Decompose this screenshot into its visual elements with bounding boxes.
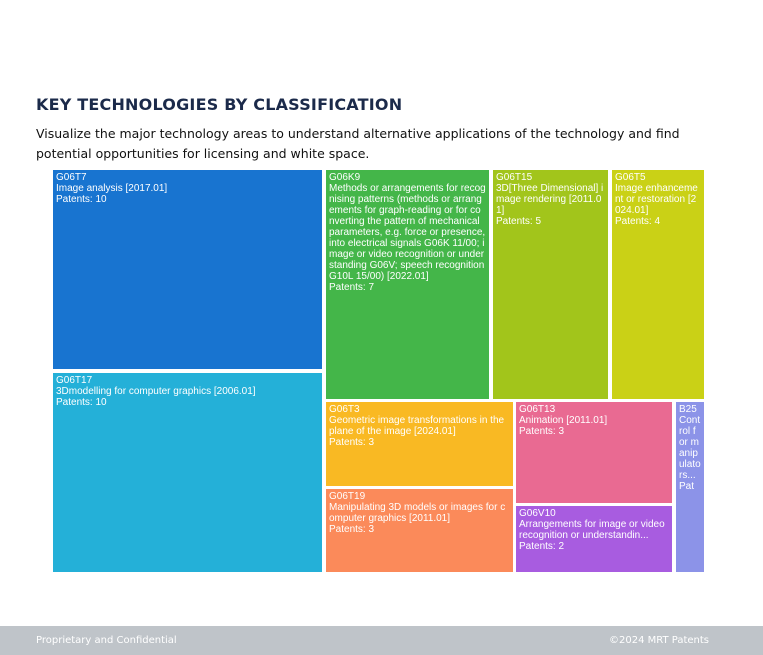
tile-code: G06V10 (519, 508, 556, 519)
tile-label: Arrangements for image or video recognit… (519, 519, 665, 541)
treemap-tile-g06k9[interactable]: G06K9 Methods or arrangements for recogni… (326, 170, 489, 399)
tile-label: Manipulating 3D models or images for com… (329, 502, 506, 524)
tile-label: Animation [2011.01] (519, 415, 608, 426)
tile-label: 3D[Three Dimensional] image rendering [2… (496, 183, 604, 216)
tile-patents: Patents: 2 (519, 541, 565, 552)
tile-label: Control for manipulators... (679, 415, 701, 481)
tile-patents: Patents: 3 (329, 524, 375, 535)
tile-code: G06T15 (496, 172, 533, 183)
tile-code: G06T7 (56, 172, 87, 183)
tile-label: Methods or arrangements for recognising … (329, 183, 486, 282)
treemap-tile-g06t3[interactable]: G06T3 Geometric image transformations in … (326, 402, 513, 486)
tile-code: G06T5 (615, 172, 646, 183)
tile-code: G06T19 (329, 491, 366, 502)
tile-code: G06K9 (329, 172, 361, 183)
treemap-tile-g06t7[interactable]: G06T7 Image analysis [2017.01] Patents: 10 (53, 170, 322, 369)
tile-patents: Patents: 10 (56, 397, 107, 408)
tile-label: Image analysis [2017.01] (56, 183, 168, 194)
footer-confidential: Proprietary and Confidential (36, 635, 177, 646)
tile-label: Geometric image transformations in the p… (329, 415, 505, 437)
tile-patents: Patents: 3 (329, 437, 375, 448)
tile-patents: Patents: 3 (519, 426, 565, 437)
treemap-tile-b25[interactable]: B25 Control for manipulators... Pat (676, 402, 704, 572)
tile-patents: Pat (679, 481, 695, 492)
footer-bar: Proprietary and Confidential ©2024 MRT P… (0, 626, 763, 655)
tile-patents: Patents: 4 (615, 216, 661, 227)
tile-code: G06T17 (56, 375, 93, 386)
tile-patents: Patents: 5 (496, 216, 542, 227)
treemap-tile-g06t19[interactable]: G06T19 Manipulating 3D models or images f… (326, 489, 513, 572)
tile-label: 3Dmodelling for computer graphics [2006.… (56, 386, 256, 397)
treemap-tile-g06v10[interactable]: G06V10 Arrangements for image or video re… (516, 506, 672, 572)
footer-copyright: ©2024 MRT Patents (608, 635, 709, 646)
treemap-tile-g06t17[interactable]: G06T17 3Dmodelling for computer graphics … (53, 373, 322, 572)
tile-label: Image enhancement or restoration [2024.0… (615, 183, 698, 216)
tile-patents: Patents: 7 (329, 282, 375, 293)
tile-patents: Patents: 10 (56, 194, 107, 205)
treemap-tile-g06t13[interactable]: G06T13 Animation [2011.01] Patents: 3 (516, 402, 672, 503)
tile-code: B25 (679, 404, 697, 415)
tile-code: G06T3 (329, 404, 360, 415)
tile-code: G06T13 (519, 404, 556, 415)
page-title: KEY TECHNOLOGIES BY CLASSIFICATION (36, 95, 403, 114)
treemap-tile-g06t5[interactable]: G06T5 Image enhancement or restoration [2… (612, 170, 704, 399)
page-subtitle: Visualize the major technology areas to … (36, 126, 680, 161)
treemap-tile-g06t15[interactable]: G06T15 3D[Three Dimensional] image render… (493, 170, 608, 399)
